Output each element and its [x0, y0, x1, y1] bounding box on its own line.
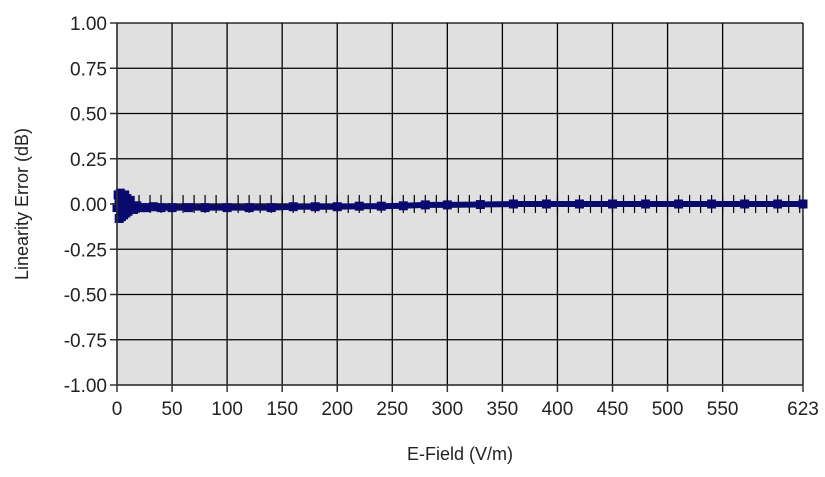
x-tick-label: 50 — [161, 399, 182, 420]
y-tick-label: 0.50 — [70, 105, 107, 126]
x-tick-label: 300 — [431, 399, 463, 420]
data-point — [222, 203, 232, 213]
x-tick-label: 0 — [112, 399, 123, 420]
x-tick-label: 500 — [652, 399, 684, 420]
y-tick-label: -0.25 — [64, 240, 107, 261]
axes — [110, 22, 804, 392]
y-tick-label: 0.00 — [70, 195, 107, 216]
data-point — [608, 199, 618, 209]
data-point — [125, 195, 135, 205]
data-point — [136, 203, 146, 213]
data-point — [200, 203, 210, 213]
data-point — [541, 199, 551, 209]
data-point — [376, 201, 386, 211]
data-series — [112, 188, 808, 223]
data-point — [184, 203, 194, 213]
data-point — [574, 199, 584, 209]
data-point — [310, 202, 320, 212]
data-point — [148, 202, 158, 212]
data-point — [266, 203, 276, 213]
data-point — [798, 199, 808, 209]
data-point — [740, 199, 750, 209]
data-point — [508, 199, 518, 209]
data-point — [398, 201, 408, 211]
data-point — [420, 200, 430, 210]
x-tick-label: 150 — [266, 399, 298, 420]
y-tick-label: -1.00 — [64, 376, 107, 397]
data-point — [475, 200, 485, 210]
x-tick-label: 623 — [787, 399, 819, 420]
tick-labels: 1.00 0.75 0.50 0.25 0.00 -0.25 -0.50 -0.75 -1.00… — [64, 14, 819, 420]
x-tick-label: 400 — [542, 399, 574, 420]
data-point — [332, 202, 342, 212]
y-tick-label: -0.75 — [64, 331, 107, 352]
x-tick-label: 100 — [211, 399, 243, 420]
data-point — [156, 203, 166, 213]
data-point — [142, 203, 152, 213]
data-point — [244, 203, 254, 213]
x-tick-label: 200 — [321, 399, 353, 420]
data-point — [674, 199, 684, 209]
x-tick-label: 350 — [487, 399, 519, 420]
x-tick-label: 250 — [376, 399, 408, 420]
y-tick-label: 0.25 — [70, 150, 107, 171]
data-point — [707, 199, 717, 209]
data-point — [123, 206, 133, 216]
data-point — [442, 200, 452, 210]
y-tick-label: 1.00 — [70, 14, 107, 35]
data-point — [167, 203, 177, 213]
x-tick-label: 450 — [597, 399, 629, 420]
data-point — [773, 199, 783, 209]
data-point — [641, 199, 651, 209]
y-axis-title: Linearity Error (dB) — [12, 128, 32, 280]
data-point — [354, 201, 364, 211]
data-point — [288, 202, 298, 212]
y-tick-label: 0.75 — [70, 59, 107, 80]
x-axis-title: E-Field (V/m) — [407, 444, 513, 464]
x-tick-label: 550 — [707, 399, 739, 420]
y-tick-label: -0.50 — [64, 286, 107, 307]
